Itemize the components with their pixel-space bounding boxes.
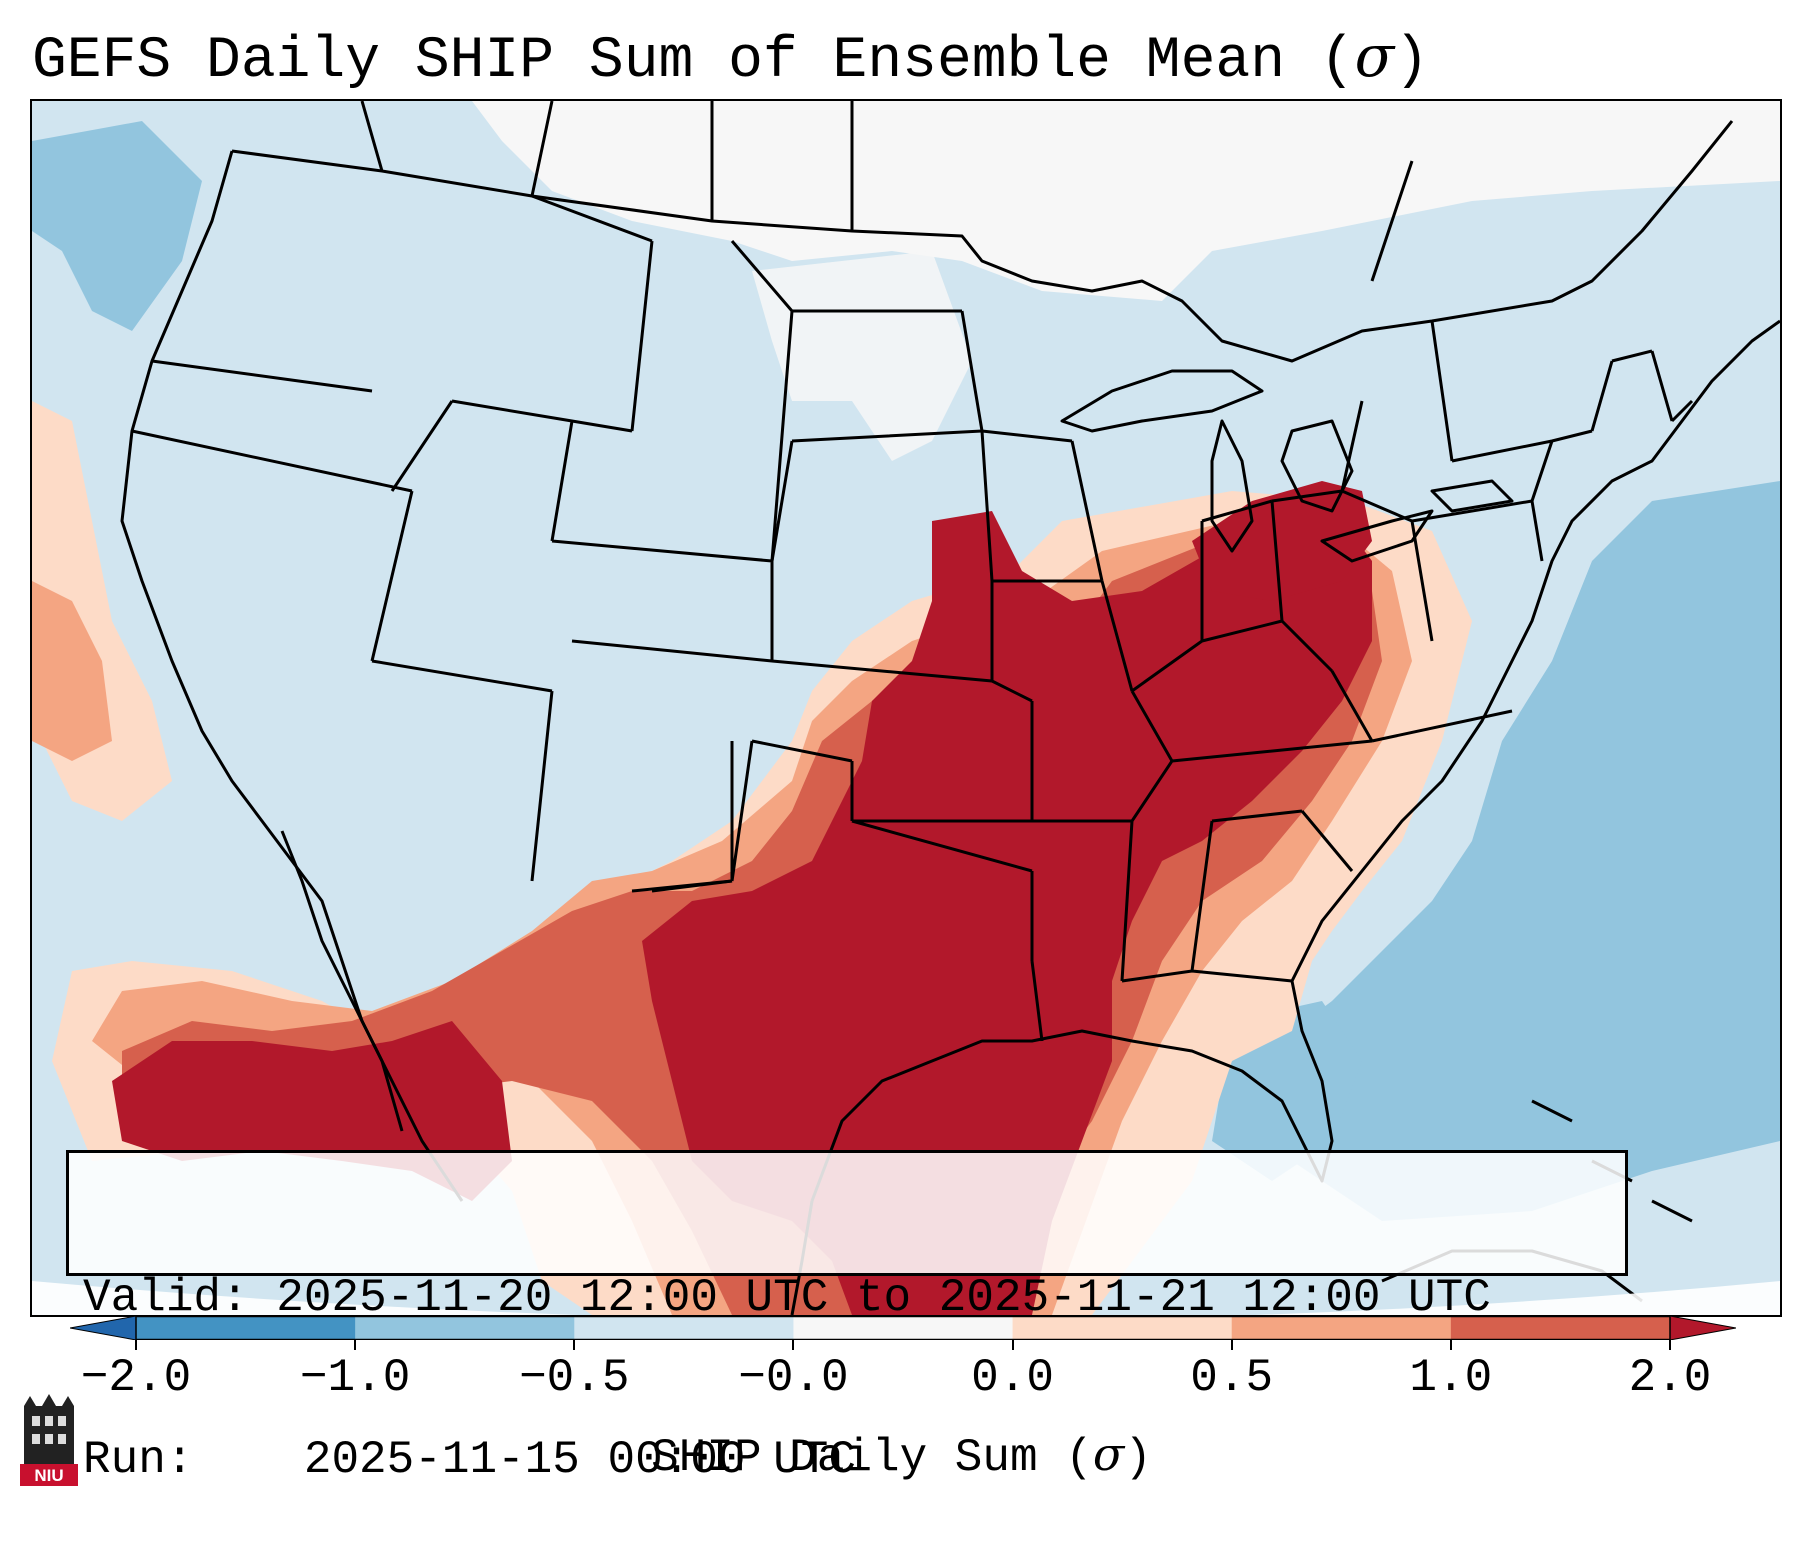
colorbar-segment xyxy=(574,1316,794,1340)
gulf-coastline xyxy=(810,980,1334,1202)
colorbar-label-sigma: σ xyxy=(1092,1427,1125,1481)
colorbar-tick-label: 0.0 xyxy=(971,1352,1054,1404)
colorbar-tick-mark xyxy=(1230,1340,1233,1350)
political-boundaries xyxy=(120,101,1780,1315)
colorbar-tick-mark xyxy=(792,1340,795,1350)
state-lines-midwest xyxy=(981,400,1544,642)
colorbar-segment xyxy=(1012,1316,1233,1340)
colorbar-tick-label: 2.0 xyxy=(1628,1352,1712,1404)
colorbar-tick-mark xyxy=(354,1340,357,1350)
state-lines-northeast xyxy=(1430,320,1694,502)
lake-ontario xyxy=(1430,479,1514,513)
run-value: 2025-11-15 00:00 UTC xyxy=(303,1434,856,1486)
colorbar-extend-high xyxy=(1669,1316,1736,1340)
state-lines-south xyxy=(1032,619,1513,983)
lake-michigan xyxy=(1210,419,1254,553)
lake-erie xyxy=(1320,509,1434,563)
colorbar-tick-mark xyxy=(135,1340,137,1350)
projection-edge xyxy=(32,1281,1780,1315)
canada-province-lines xyxy=(360,101,1414,282)
near-zero-field-canada xyxy=(472,101,1780,301)
colorbar-segment xyxy=(1450,1316,1671,1340)
lake-huron xyxy=(1280,419,1354,513)
run-label: Run: xyxy=(83,1434,194,1486)
colorbar-extend-low xyxy=(70,1316,137,1340)
lake-superior xyxy=(1060,369,1264,433)
colorbar-ticks: −2.0 −1.0 −0.5 −0.0 0.0 0.5 1.0 2.0 xyxy=(0,1340,1803,1404)
near-zero-field-north-plains xyxy=(752,251,972,461)
niu-logo: NIU xyxy=(20,1394,78,1486)
valid-time-box: Valid: 2025-11-20 12:00 UTC to 2025-11-2… xyxy=(66,1150,1628,1486)
state-lines-west xyxy=(131,194,994,882)
us-canada-border xyxy=(231,120,1734,363)
map-panel xyxy=(30,99,1782,1317)
map-canvas xyxy=(32,101,1780,1315)
valid-value: 2025-11-20 12:00 UTC to 2025-11-21 12:00… xyxy=(276,1272,1491,1324)
colorbar-segment xyxy=(793,1316,1014,1340)
negative-field-pacific-nw xyxy=(32,121,202,331)
atlantic-coastline xyxy=(1290,319,1780,982)
colorbar-tick-label: −0.5 xyxy=(519,1352,630,1404)
colorbar-label: SHIP Daily Sum (σ) xyxy=(0,1427,1803,1484)
colorbar-segment xyxy=(1231,1316,1452,1340)
colorbar-label-text: SHIP Daily Sum ( xyxy=(651,1432,1093,1484)
colorbar-segment xyxy=(355,1316,575,1340)
title-sigma-symbol: σ xyxy=(1354,22,1395,90)
chart-title: GEFS Daily SHIP Sum of Ensemble Mean (σ) xyxy=(32,22,1429,94)
valid-row: Valid: 2025-11-20 12:00 UTC to 2025-11-2… xyxy=(83,1271,1611,1325)
colorbar-outline xyxy=(135,1316,1671,1340)
valid-label: Valid: xyxy=(83,1272,249,1324)
logo-text: NIU xyxy=(34,1466,63,1485)
colorbar-tick-label: −1.0 xyxy=(299,1352,411,1404)
colorbar-segment xyxy=(136,1316,356,1340)
colorbar-label-close: ) xyxy=(1124,1432,1152,1484)
title-close: ) xyxy=(1394,29,1430,94)
run-row: Run: 2025-11-15 00:00 UTC xyxy=(83,1433,1611,1487)
title-text: GEFS Daily SHIP Sum of Ensemble Mean ( xyxy=(32,29,1355,94)
colorbar-tick-label: −2.0 xyxy=(80,1352,192,1404)
baja-coastline xyxy=(280,830,404,1132)
colorbar xyxy=(70,1316,1736,1340)
colorbar-tick-mark xyxy=(573,1340,576,1350)
colorbar-tick-mark xyxy=(1669,1340,1671,1350)
negative-field-atlantic xyxy=(1252,481,1780,1221)
positive-field-medium-west-coast xyxy=(32,581,112,761)
colorbar-tick-label: 1.0 xyxy=(1409,1352,1493,1404)
positive-field-very-strong xyxy=(642,511,1372,1315)
colorbar-tick-label: 0.5 xyxy=(1190,1352,1274,1404)
state-lines-texas xyxy=(651,741,1044,1042)
colorbar-tick-mark xyxy=(1449,1340,1452,1350)
state-lines-plains xyxy=(631,309,1134,893)
colorbar-tick-mark xyxy=(1011,1340,1014,1350)
colorbar-tick-label: −0.0 xyxy=(738,1352,849,1404)
